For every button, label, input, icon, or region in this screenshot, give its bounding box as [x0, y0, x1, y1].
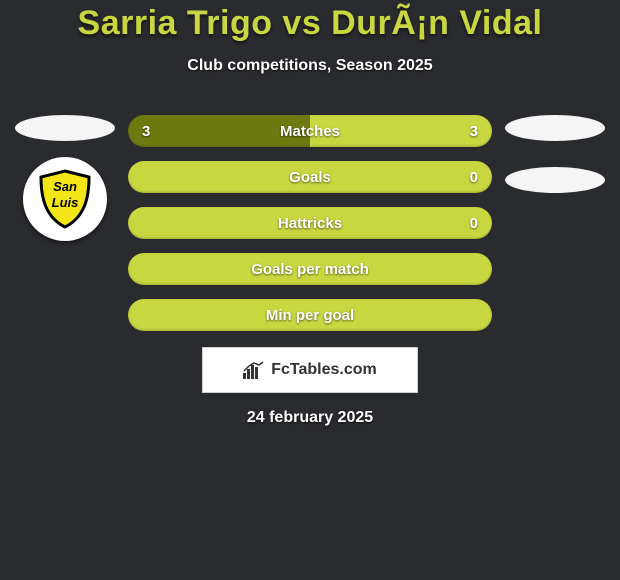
stat-label: Hattricks [278, 215, 342, 232]
subtitle: Club competitions, Season 2025 [0, 57, 620, 75]
stat-label: Matches [280, 123, 340, 140]
attribution-text: FcTables.com [271, 361, 377, 379]
svg-text:San: San [53, 179, 77, 194]
stat-label: Goals per match [251, 261, 369, 278]
right-player-col [500, 115, 610, 193]
san-luis-badge-icon: San Luis [33, 167, 97, 231]
stat-right-value: 0 [470, 215, 478, 232]
stat-label: Min per goal [266, 307, 354, 324]
right-club-placeholder [505, 167, 605, 193]
main-row: San Luis 3 Matches 3 Goals 0 Hattricks 0 [0, 115, 620, 331]
left-club-logo: San Luis [23, 157, 107, 241]
right-flag-placeholder [505, 115, 605, 141]
stat-bar-goals: Goals 0 [128, 161, 492, 193]
stat-left-value: 3 [142, 123, 150, 140]
left-player-col: San Luis [10, 115, 120, 241]
stat-label: Goals [289, 169, 331, 186]
page-title: Sarria Trigo vs DurÃ¡n Vidal [0, 4, 620, 43]
comparison-card: Sarria Trigo vs DurÃ¡n Vidal Club compet… [0, 0, 620, 427]
stat-bar-goals-per-match: Goals per match [128, 253, 492, 285]
stat-right-value: 3 [470, 123, 478, 140]
stat-right-value: 0 [470, 169, 478, 186]
stat-bars: 3 Matches 3 Goals 0 Hattricks 0 Goals pe… [120, 115, 500, 331]
stat-bar-min-per-goal: Min per goal [128, 299, 492, 331]
svg-text:Luis: Luis [52, 195, 79, 210]
footer-date: 24 february 2025 [0, 409, 620, 427]
fctables-logo-icon [243, 361, 265, 379]
stat-bar-hattricks: Hattricks 0 [128, 207, 492, 239]
attribution-badge[interactable]: FcTables.com [202, 347, 418, 393]
left-flag-placeholder [15, 115, 115, 141]
stat-bar-matches: 3 Matches 3 [128, 115, 492, 147]
